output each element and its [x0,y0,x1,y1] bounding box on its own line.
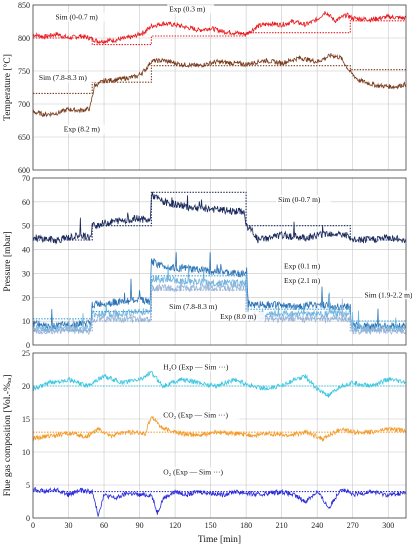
annotation-bg [36,73,100,83]
x-tick-label: 60 [100,521,108,530]
annotation-label: Sim (0-0.7 m) [278,195,321,204]
annotation-label: Sim (1.9-2.2 m) [365,290,412,299]
y-axis-label: Pressure [mbar] [3,231,13,291]
annotation-bg [362,290,412,300]
y-tick-label: 70 [22,174,30,183]
temperature-panel: 600 650 700 750 800 850 Temperature [°C] Exp (0… [2,1,407,175]
y-tick-label: 5 [26,481,30,490]
series-line [32,264,407,334]
y-tick-label: 60 [22,198,30,207]
y-tick-label: 50 [22,222,30,231]
x-tick-label: 210 [276,521,288,530]
x-tick-label: 240 [311,521,323,530]
series-line [33,20,406,46]
y-tick-label: 30 [22,269,30,278]
annotation-label: Exp (0.1 m) [284,262,321,271]
y-tick-label: 700 [18,100,30,109]
x-tick-label: 300 [382,521,394,530]
y-tick-label: 0 [26,341,30,350]
annotation-label: Exp (0.3 m) [169,5,206,14]
pressure-panel: 0 10 20 30 40 50 60 70 Pressure [mbar] Sim (0-0.7… [3,174,412,350]
series-line [33,275,406,322]
annotation-label: Exp (2.1 m) [284,276,321,285]
annotation-bg [282,261,329,271]
y-tick-label: 25 [22,349,30,358]
annotation-label: Sim (0-0.7 m) [55,13,98,22]
annotation-label: Exp (8.0 m) [220,312,257,321]
y-tick-label: 850 [18,1,30,10]
flue-gas-panel: 0 5 10 15 20 25 0 30 60 90 120 150 180 210 240 270 300 Ti… [3,349,407,545]
plot-frame [32,352,407,519]
y-tick-label: 600 [18,166,30,175]
y-tick-label: 20 [22,382,30,391]
annotation-bg [61,124,109,134]
series-line [32,280,407,336]
series-line [33,191,406,241]
annotation-bg [167,4,215,14]
x-tick-label: 0 [31,521,35,530]
annotation-label: Sim (7.8-8.3 m) [169,302,217,311]
annotation-bg [161,410,240,420]
annotation-bg [218,311,265,321]
annotation-label: O₂ (Exp — Sim ···) [163,467,223,476]
annotation-bg [161,467,236,477]
annotation-bg [282,275,329,285]
x-tick-label: 90 [136,521,144,530]
annotation-label: Sim (7.8-8.3 m) [39,73,87,82]
annotation-bg [276,194,331,204]
series-line [32,191,407,245]
x-axis-label: Time [min] [198,535,241,545]
x-tick-label: 120 [169,521,181,530]
plot-frame [32,177,407,346]
y-tick-label: 15 [22,415,30,424]
series-line [32,252,407,332]
series-line [32,486,407,517]
y-tick-label: 750 [18,67,30,76]
y-tick-label: 20 [22,293,30,302]
y-tick-label: 40 [22,246,30,255]
annotation-label: Exp (8.2 m) [64,125,101,134]
y-tick-label: 10 [22,448,30,457]
annotation-bg [161,362,240,372]
y-tick-label: 800 [18,34,30,43]
series-line [32,53,407,118]
annotation-bg [167,302,230,312]
y-axis-label: Temperature [°C] [2,54,13,121]
annotation-bg [53,12,109,22]
y-tick-label: 0 [26,514,30,523]
y-tick-label: 650 [18,133,30,142]
series-line [32,11,407,45]
x-tick-label: 270 [347,521,359,530]
y-axis-label: Flue gas composition [Vol.-%ₓₐ] [3,375,13,497]
series-line [33,65,406,94]
x-tick-label: 150 [205,521,217,530]
annotation-label: H₂O (Exp — Sim ···) [163,363,229,372]
x-tick-label: 30 [65,521,73,530]
y-tick-label: 10 [22,317,30,326]
plot-frame [32,4,407,171]
annotation-label: CO₂ (Exp — Sim ···) [163,411,228,420]
series-line [32,416,407,443]
x-tick-label: 180 [240,521,252,530]
series-line [33,289,406,332]
